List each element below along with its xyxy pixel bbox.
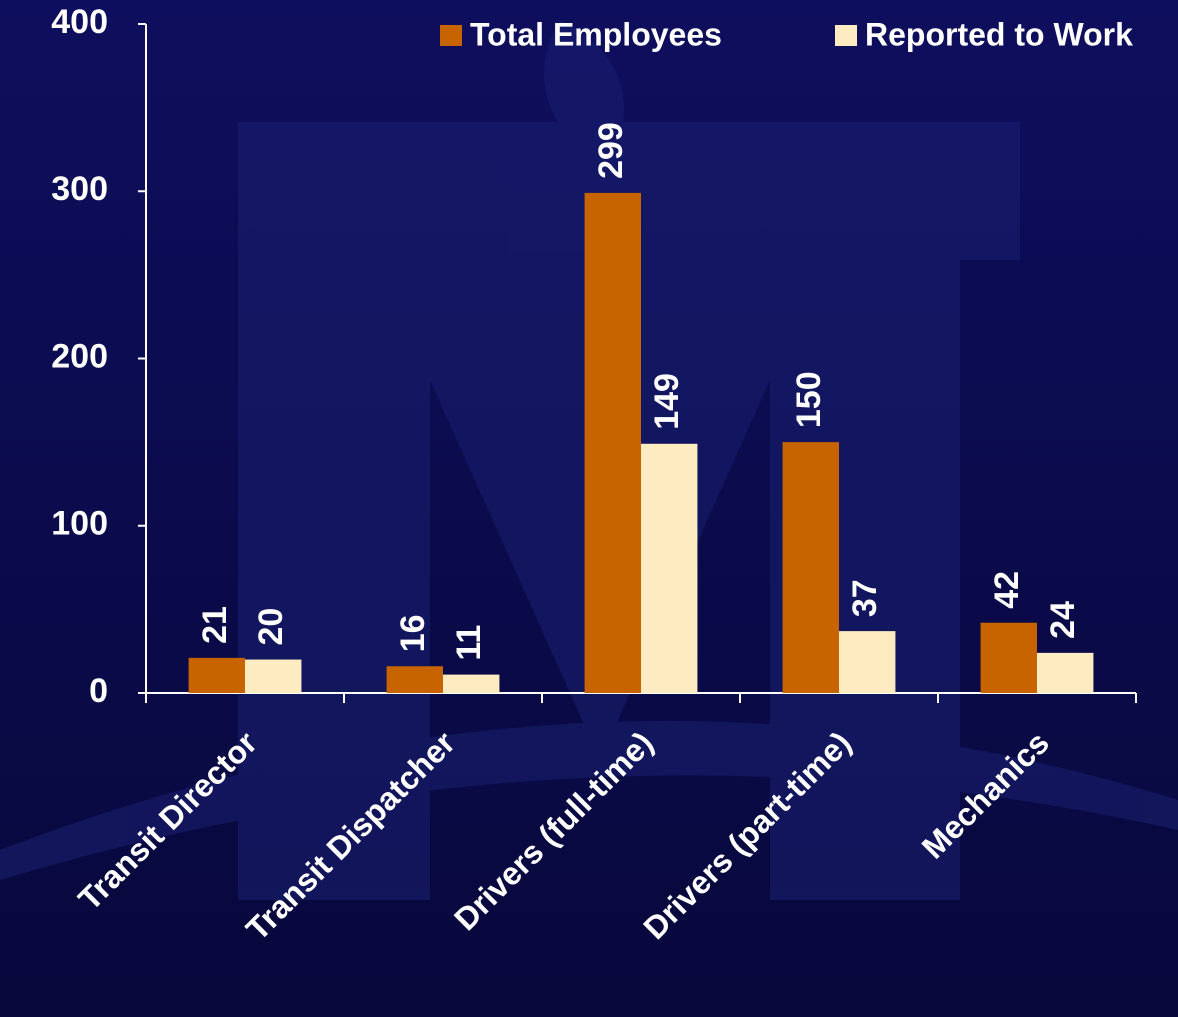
data-label: 37 xyxy=(846,579,884,617)
bar xyxy=(782,442,839,693)
legend-swatch xyxy=(835,25,857,46)
data-label: 42 xyxy=(988,571,1026,609)
data-label: 24 xyxy=(1044,601,1082,639)
legend-label: Total Employees xyxy=(470,16,722,52)
y-tick-label: 300 xyxy=(51,170,108,208)
data-label: 21 xyxy=(196,606,234,644)
bar xyxy=(1037,652,1094,693)
y-tick-label: 200 xyxy=(51,337,108,375)
bar xyxy=(641,443,698,693)
data-label: 299 xyxy=(592,122,630,179)
data-label: 16 xyxy=(394,614,432,652)
legend-swatch xyxy=(440,25,462,46)
y-tick-label: 0 xyxy=(89,672,108,710)
bar xyxy=(188,657,245,693)
bar xyxy=(386,666,443,693)
data-label: 20 xyxy=(252,608,290,646)
y-tick-label: 100 xyxy=(51,505,108,543)
bar xyxy=(584,192,641,694)
data-label: 149 xyxy=(648,373,686,430)
data-label: 11 xyxy=(450,625,488,661)
bar xyxy=(839,631,896,693)
bar xyxy=(245,659,302,693)
data-label: 150 xyxy=(790,371,828,428)
bar xyxy=(443,674,500,693)
y-tick-label: 400 xyxy=(51,3,108,41)
legend-label: Reported to Work xyxy=(865,16,1133,52)
bar xyxy=(980,622,1037,693)
